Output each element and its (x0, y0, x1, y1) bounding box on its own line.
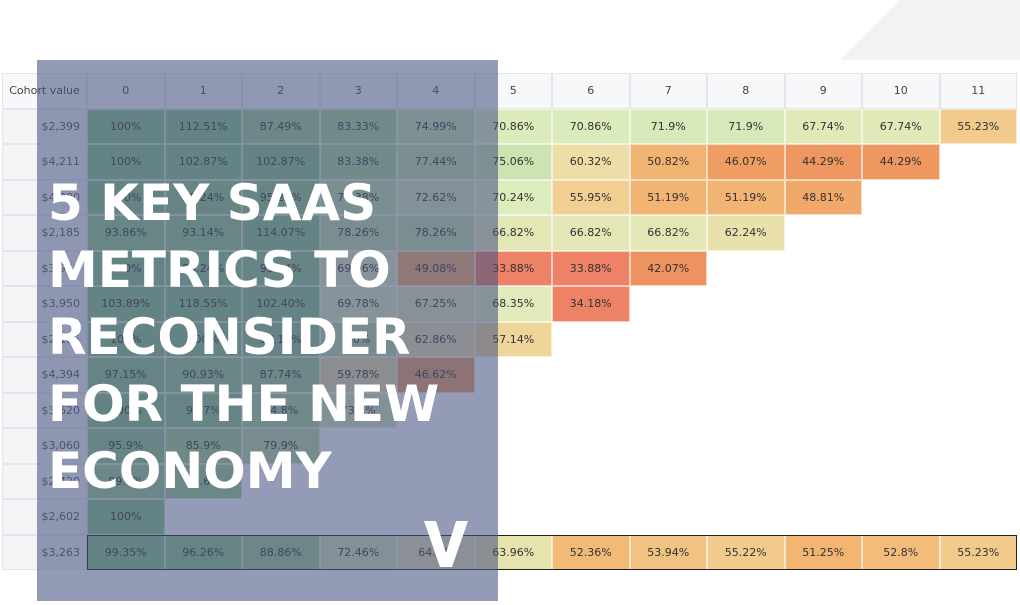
logo (424, 521, 468, 567)
title-line: 5 KEY SAAS (48, 174, 377, 232)
retention-cell: 34.18% (552, 286, 630, 322)
column-header: 10 (862, 73, 940, 109)
title-line: ECONOMY (48, 442, 332, 500)
retention-cell: 48.81% (784, 179, 862, 215)
retention-cell: 60.32% (552, 144, 630, 180)
overlay (37, 60, 498, 601)
column-header: 8 (707, 73, 785, 109)
retention-cell: 55.23% (939, 534, 1017, 570)
column-header: 11 (939, 73, 1017, 109)
retention-cell: 67.74% (784, 108, 862, 144)
column-header: 7 (629, 73, 707, 109)
retention-cell: 66.82% (552, 215, 630, 251)
retention-cell: 70.86% (552, 108, 630, 144)
retention-cell: 67.74% (862, 108, 940, 144)
retention-cell: 44.29% (862, 144, 940, 180)
retention-cell: 52.8% (862, 534, 940, 570)
retention-cell: 55.95% (552, 179, 630, 215)
retention-cell: 46.07% (707, 144, 785, 180)
retention-cell: 71.9% (629, 108, 707, 144)
retention-cell: 51.19% (629, 179, 707, 215)
column-header: 6 (552, 73, 630, 109)
title-line: FOR THE NEW (48, 375, 440, 433)
retention-cell: 33.88% (552, 250, 630, 286)
retention-cell: 71.9% (707, 108, 785, 144)
retention-cell: 42.07% (629, 250, 707, 286)
banner-title: 5 KEY SAAS METRICS TO RECONSIDER FOR THE NE… (48, 170, 439, 505)
retention-cell: 44.29% (784, 144, 862, 180)
column-header: 9 (784, 73, 862, 109)
retention-cell: 66.82% (629, 215, 707, 251)
retention-cell: 51.19% (707, 179, 785, 215)
logo-v (424, 521, 468, 567)
title-line: RECONSIDER (48, 308, 411, 366)
decor (840, 0, 1020, 60)
retention-cell: 62.24% (707, 215, 785, 251)
title-line: METRICS TO (48, 241, 391, 299)
retention-cell: 55.23% (939, 108, 1017, 144)
retention-cell: 50.82% (629, 144, 707, 180)
